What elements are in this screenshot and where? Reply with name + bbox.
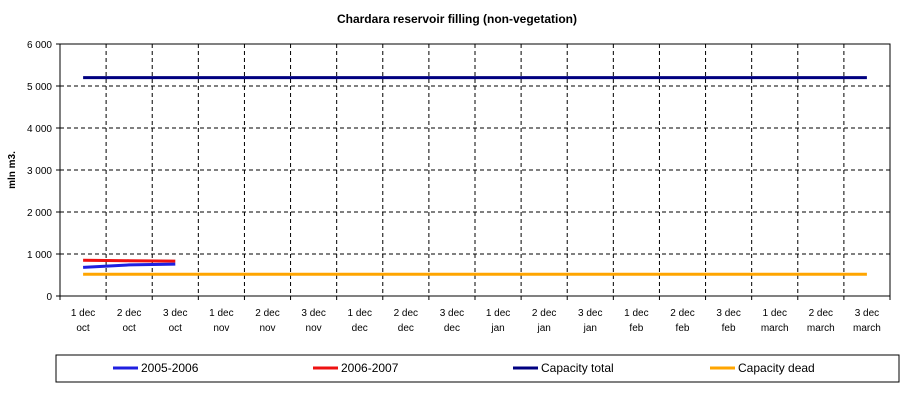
x-tick-label: dec (352, 323, 368, 334)
y-tick-label: 4 000 (27, 124, 52, 135)
x-tick-label: oct (169, 323, 183, 334)
x-tick-label: feb (722, 323, 736, 334)
x-tick-label: 1 dec (347, 308, 371, 319)
legend-label-capacity-dead: Capacity dead (738, 361, 815, 375)
x-tick-label: 1 dec (486, 308, 510, 319)
x-tick-label: nov (306, 323, 322, 334)
x-tick-label: 2 dec (394, 308, 418, 319)
x-tick-label: march (761, 323, 789, 334)
x-tick-label: 2 dec (255, 308, 279, 319)
x-tick-label: dec (398, 323, 414, 334)
x-tick-label: 3 dec (578, 308, 602, 319)
x-tick-label: march (807, 323, 835, 334)
y-tick-label: 5 000 (27, 82, 52, 93)
x-tick-label: feb (629, 323, 643, 334)
x-tick-label: 3 dec (855, 308, 879, 319)
x-tick-label: 1 dec (624, 308, 648, 319)
x-tick-label: 3 dec (301, 308, 325, 319)
y-tick-label: 1 000 (27, 250, 52, 261)
y-tick-label: 0 (46, 292, 52, 303)
y-tick-label: 6 000 (27, 40, 52, 51)
x-tick-label: jan (536, 323, 550, 334)
y-tick-label: 3 000 (27, 166, 52, 177)
x-tick-label: 2 dec (532, 308, 556, 319)
series-line-2006-2007 (83, 258, 176, 263)
x-tick-label: 3 dec (440, 308, 464, 319)
legend-label-2006-2007: 2006-2007 (341, 361, 399, 375)
x-tick-label: 3 dec (716, 308, 740, 319)
x-tick-label: dec (444, 323, 460, 334)
x-tick-label: march (853, 323, 881, 334)
legend-frame (55, 354, 900, 383)
x-tick-label: 1 dec (71, 308, 95, 319)
chart-title: Chardara reservoir filling (non-vegetati… (337, 12, 577, 26)
legend-label-2005-2006: 2005-2006 (141, 361, 199, 375)
legend-label-capacity-total: Capacity total (541, 361, 614, 375)
legend: 2005-2006 2006-2007 Capacity total Capacity… (55, 354, 900, 383)
y-axis-label: mln m3. (7, 151, 18, 189)
x-tick-label: oct (76, 323, 90, 334)
y-tick-label: 2 000 (27, 208, 52, 219)
x-tick-label: nov (259, 323, 275, 334)
x-tick-label: nov (213, 323, 229, 334)
x-tick-label: feb (676, 323, 690, 334)
x-tick-label: oct (122, 323, 136, 334)
x-tick-label: 2 dec (117, 308, 141, 319)
x-tick-label: 2 dec (670, 308, 694, 319)
series-line-2005-2006 (83, 262, 176, 269)
x-tick-label: 3 dec (163, 308, 187, 319)
x-tick-label: 1 dec (762, 308, 786, 319)
x-tick-label: 2 dec (809, 308, 833, 319)
x-tick-label: jan (583, 323, 597, 334)
x-tick-label: 1 dec (209, 308, 233, 319)
x-tick-label: jan (490, 323, 504, 334)
plot-border (59, 43, 891, 297)
plot-area: 0 1 000 2 000 3 000 4 000 5 000 6 000 1 dec oct 2… (27, 40, 891, 334)
